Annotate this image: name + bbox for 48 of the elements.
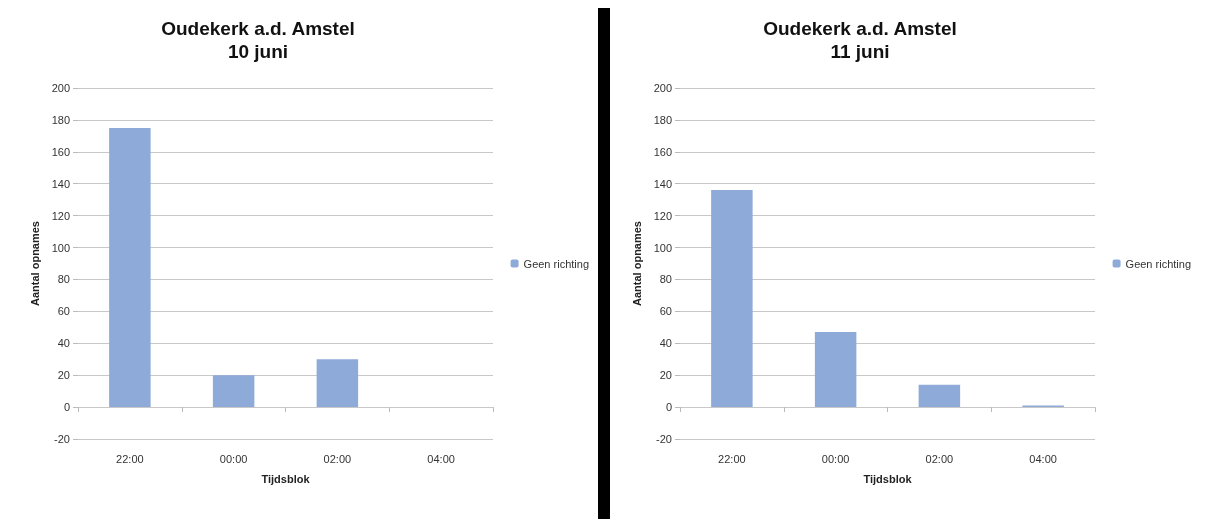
x-tick-label: 22:00 <box>116 452 144 465</box>
y-tick-label: 140 <box>51 177 70 190</box>
x-tick-label: 22:00 <box>718 452 746 465</box>
y-tick-label: 60 <box>57 305 70 318</box>
bar <box>711 190 753 408</box>
y-tick-label: 180 <box>51 113 70 126</box>
y-tick-label: 0 <box>63 401 70 414</box>
bar <box>109 127 151 408</box>
y-tick-label: 80 <box>57 273 70 286</box>
x-tick-label: 04:00 <box>1029 452 1057 465</box>
bar <box>918 384 961 408</box>
x-axis-title: Tijdsblok <box>863 472 913 485</box>
y-axis-title: Aantal opnames <box>29 221 42 306</box>
y-tick-label: 40 <box>659 337 672 350</box>
y-tick-label: 200 <box>653 82 672 94</box>
y-tick-label: 120 <box>51 209 70 222</box>
bar <box>316 359 359 408</box>
y-tick-label: 140 <box>653 177 672 190</box>
chart-subtitle: 11 juni <box>830 41 890 62</box>
x-tick-label: 00:00 <box>821 452 850 465</box>
y-tick-label: 160 <box>653 145 672 158</box>
bar <box>814 332 857 408</box>
chart-title: Oudekerk a.d. Amstel <box>161 18 355 39</box>
y-tick-label: 120 <box>653 209 672 222</box>
y-tick-label: 60 <box>659 305 672 318</box>
y-tick-label: 80 <box>659 273 672 286</box>
y-tick-label: 20 <box>659 369 672 382</box>
y-tick-label: 0 <box>665 401 672 414</box>
x-tick-label: 02:00 <box>323 452 352 465</box>
y-tick-label: -20 <box>656 433 672 445</box>
y-axis-title: Aantal opnames <box>631 221 644 306</box>
chart-subtitle: 10 juni <box>227 41 289 62</box>
legend-label: Geen richting <box>523 257 590 270</box>
y-tick-label: 100 <box>51 241 70 254</box>
chart-title: Oudekerk a.d. Amstel <box>763 18 957 39</box>
y-tick-label: 40 <box>57 337 70 350</box>
y-tick-label: -20 <box>54 433 70 445</box>
x-axis-title: Tijdsblok <box>261 472 311 485</box>
y-tick-label: 20 <box>57 369 70 382</box>
x-tick-label: 04:00 <box>427 452 455 465</box>
x-tick-label: 00:00 <box>219 452 248 465</box>
y-tick-label: 160 <box>51 145 70 158</box>
x-tick-label: 02:00 <box>925 452 954 465</box>
bar <box>212 375 255 408</box>
y-tick-label: 180 <box>653 113 672 126</box>
y-tick-label: 100 <box>653 241 672 254</box>
legend-label: Geen richting <box>1125 257 1192 270</box>
y-tick-label: 200 <box>51 82 70 94</box>
